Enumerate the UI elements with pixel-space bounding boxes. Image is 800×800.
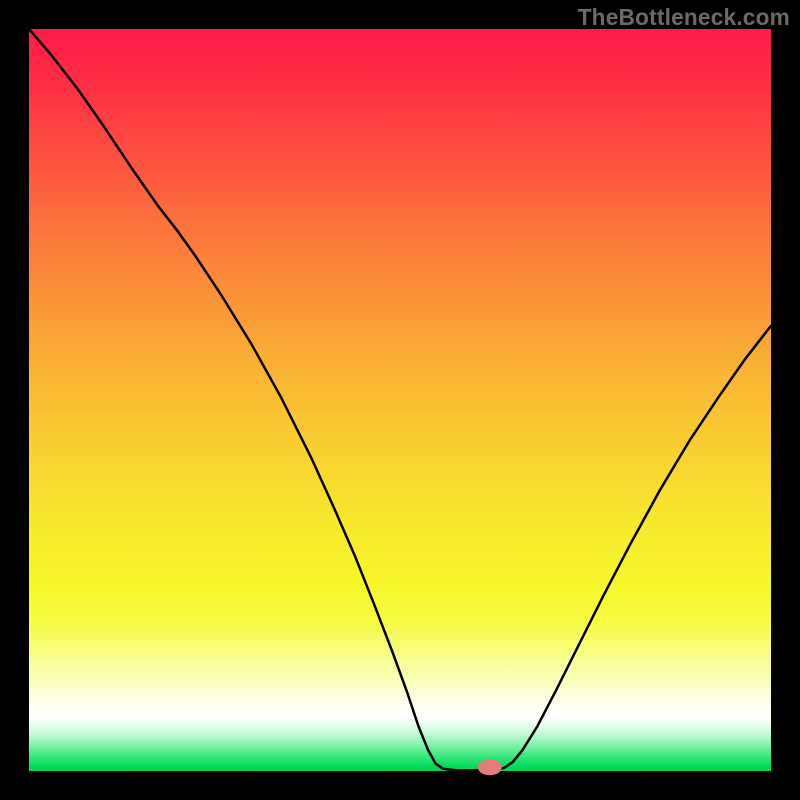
plot-gradient bbox=[29, 29, 771, 771]
bottleneck-chart bbox=[0, 0, 800, 800]
watermark-text: TheBottleneck.com bbox=[578, 4, 790, 31]
optimum-marker bbox=[478, 759, 502, 775]
chart-stage: { "meta": { "watermark_text": "TheBottle… bbox=[0, 0, 800, 800]
